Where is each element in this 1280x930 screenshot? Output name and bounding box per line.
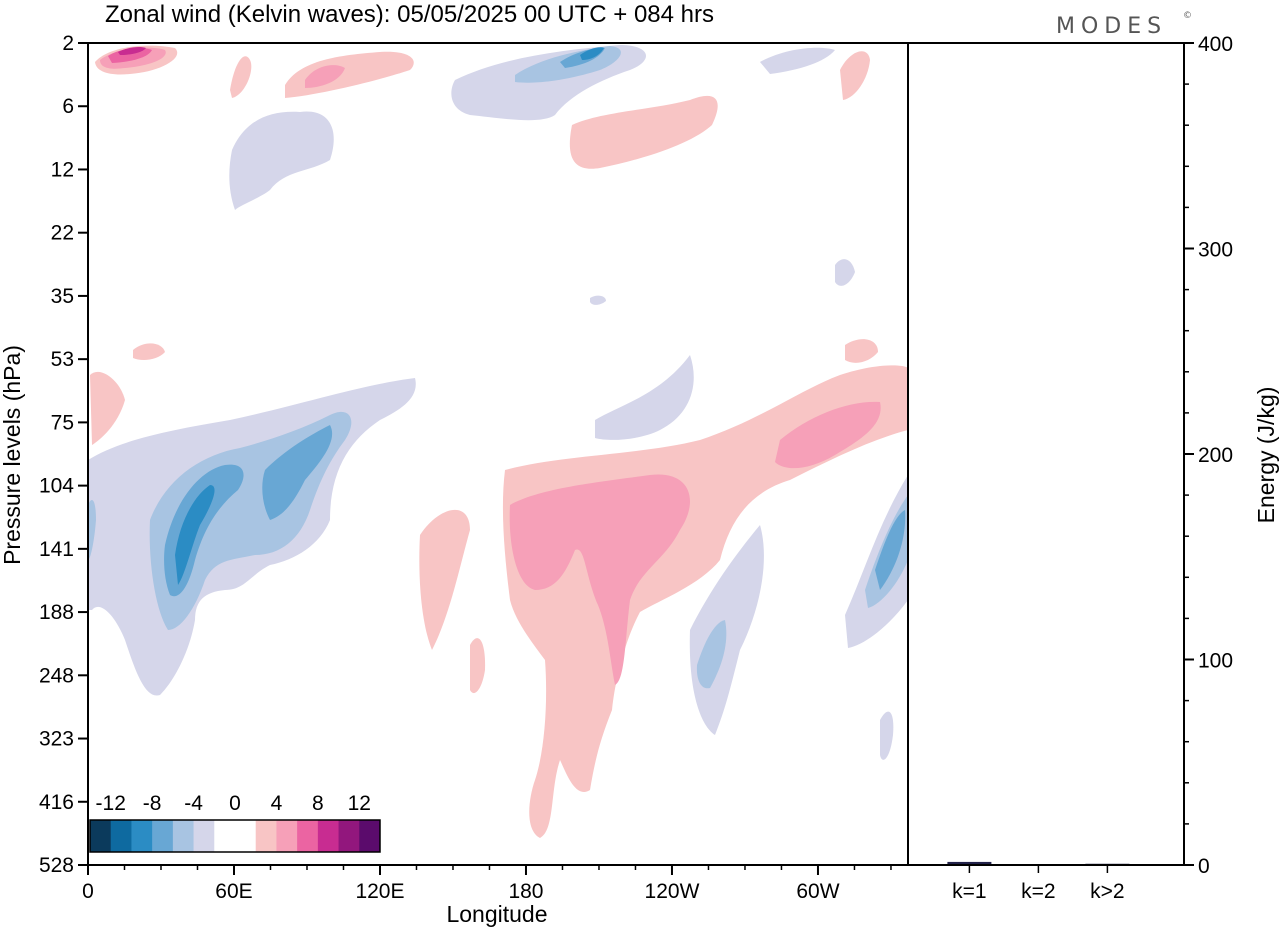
- contour-negative-medium: [88, 500, 96, 560]
- energy-x-categories: k=1 k=2 k>2: [952, 865, 1125, 903]
- energy-tick-label: 400: [1198, 33, 1233, 56]
- y-tick-label: 104: [39, 475, 74, 498]
- contour-positive-medium: [305, 65, 345, 88]
- contour-positive-light: [419, 509, 470, 650]
- contour-negative-light: [880, 711, 894, 760]
- negative-anomaly-core: [175, 47, 604, 585]
- energy-axis-label: Energy (J/kg): [1253, 387, 1279, 524]
- positive-anomaly-strong: [108, 47, 152, 63]
- x-tick-label: 180: [508, 880, 543, 903]
- contour-positive-medium: [775, 401, 881, 469]
- y-axis-label: Pressure levels (hPa): [0, 345, 25, 565]
- contour-negative-core: [175, 485, 215, 585]
- contour-positive-light: [840, 51, 870, 100]
- y-tick-label: 2: [62, 32, 74, 55]
- y-axis-pressure: 2 6 12 22 35 53 75 104 141 188 248 323 416 528: [39, 32, 88, 877]
- y-tick-label: 323: [39, 728, 74, 751]
- contour-positive-light: [230, 56, 252, 98]
- colorbar-swatch: [276, 820, 298, 852]
- y-axis-energy: 0 100 200 300 400: [1184, 33, 1233, 878]
- contour-positive-light: [470, 638, 486, 694]
- colorbar-swatch: [110, 820, 132, 852]
- brand-mark: ©: [1183, 11, 1192, 21]
- x-axis-label: Longitude: [446, 901, 547, 927]
- colorbar-label: -8: [143, 792, 162, 815]
- colorbar-swatch: [235, 820, 257, 852]
- energy-tick-label: 200: [1198, 444, 1233, 467]
- brand-logo: MODES: [1056, 14, 1167, 39]
- x-tick-label: 60E: [215, 880, 252, 903]
- contour-positive-light: [90, 371, 125, 445]
- contour-positive-light: [569, 95, 718, 169]
- y-tick-label: 188: [39, 601, 74, 624]
- colorbar-swatch: [255, 820, 277, 852]
- contour-negative-light: [760, 47, 835, 74]
- contour-positive-strong: [118, 47, 146, 55]
- x-tick-label: 60W: [796, 880, 839, 903]
- contour-negative-medium: [696, 620, 727, 689]
- contour-negative-light: [590, 295, 606, 305]
- contour-negative-light: [595, 355, 694, 440]
- y-tick-label: 416: [39, 791, 74, 814]
- y-tick-label: 528: [39, 854, 74, 877]
- colorbar-swatch: [297, 820, 319, 852]
- colorbar-swatch: [90, 820, 112, 852]
- contour-positive-medium: [509, 474, 690, 685]
- contour-negative-strong: [875, 510, 906, 590]
- contour-positive-light: [845, 339, 878, 363]
- contour-field: [88, 45, 908, 838]
- y-tick-label: 53: [51, 348, 74, 371]
- colorbar-swatch: [359, 820, 381, 852]
- colorbar-label: 12: [348, 792, 371, 815]
- y-tick-label: 22: [51, 222, 74, 245]
- colorbar-label: 4: [271, 792, 283, 815]
- energy-category-label: k=1: [952, 880, 986, 903]
- contour-negative-light: [835, 259, 855, 286]
- y-tick-label: 12: [51, 158, 74, 181]
- x-tick-label: 120W: [645, 880, 700, 903]
- colorbar-label: 8: [312, 792, 324, 815]
- x-tick-label: 120E: [355, 880, 404, 903]
- y-tick-label: 141: [39, 538, 74, 561]
- colorbar-swatch: [214, 820, 236, 852]
- chart-title: Zonal wind (Kelvin waves): 05/05/2025 00…: [105, 1, 714, 28]
- contour-negative-light: [229, 111, 334, 210]
- contour-negative-core: [580, 47, 604, 60]
- colorbar-swatch: [131, 820, 153, 852]
- energy-tick-label: 0: [1198, 855, 1210, 878]
- colorbar-frame: [89, 819, 381, 853]
- x-tick-label: 0: [82, 880, 94, 903]
- colorbar-swatch: [152, 820, 174, 852]
- contour-negative-strong: [262, 425, 333, 520]
- colorbar-label: -4: [184, 792, 203, 815]
- colorbar-label: -12: [96, 792, 126, 815]
- y-tick-label: 35: [51, 285, 74, 308]
- colorbar-swatch: [317, 820, 340, 852]
- energy-tick-label: 300: [1198, 239, 1233, 262]
- contour-positive-light: [133, 343, 165, 360]
- colorbar-label: 0: [229, 792, 241, 815]
- colorbar-swatch: [338, 820, 360, 852]
- y-tick-label: 6: [62, 95, 74, 118]
- energy-tick-label: 100: [1198, 650, 1233, 673]
- y-tick-label: 248: [39, 664, 74, 687]
- energy-bar: [947, 861, 992, 865]
- colorbar-swatch: [172, 820, 195, 852]
- colorbar-swatch: [193, 820, 215, 852]
- colorbar: -12 -8 -4 0 4 8 12: [89, 792, 381, 853]
- energy-category-label: k>2: [1090, 880, 1124, 903]
- y-tick-label: 75: [51, 411, 74, 434]
- energy-frame: [907, 42, 1185, 866]
- x-axis-longitude: 0 60E 120E 180 120W 60W: [82, 865, 892, 903]
- energy-category-label: k=2: [1021, 880, 1055, 903]
- contour-positive-light: [285, 51, 414, 98]
